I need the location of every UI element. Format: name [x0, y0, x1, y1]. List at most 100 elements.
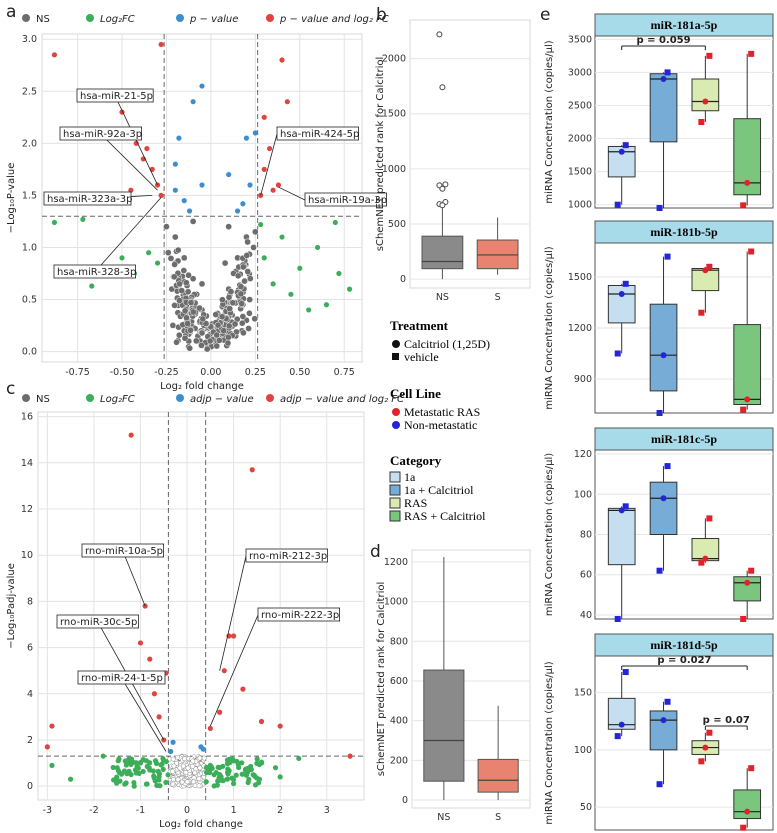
point-fc: [220, 764, 225, 769]
y-tick-label: 1200: [568, 323, 592, 334]
point-ns: [172, 234, 178, 240]
x-tick-label: 3: [324, 805, 330, 816]
point-fc: [231, 777, 236, 782]
legend-label: Metastatic RAS: [404, 405, 480, 419]
facet-title: miR-181a-5p: [651, 18, 718, 32]
data-point: [702, 556, 708, 562]
legend-swatch: [390, 485, 400, 495]
data-point: [623, 669, 629, 675]
data-point: [657, 205, 663, 211]
point-p: [187, 208, 192, 213]
data-point: [615, 733, 621, 739]
legend-marker-nonmetastatic: [392, 421, 400, 429]
point-fc: [225, 757, 230, 762]
point-both: [267, 146, 272, 151]
point-ns: [214, 332, 220, 338]
point-ns: [239, 300, 245, 306]
point-ns: [191, 780, 195, 784]
point-fc: [240, 772, 245, 777]
boxplot-d: 020040060080010001200NS SsChemNET predict…: [370, 540, 540, 833]
legend-label: 1a + Calcitriol: [404, 483, 474, 497]
point-ns: [225, 334, 231, 340]
legend-label: NS: [36, 394, 50, 405]
data-point: [661, 76, 667, 82]
x-tick-label: 0.00: [200, 367, 221, 378]
point-both: [138, 640, 143, 645]
point-ns: [225, 340, 231, 346]
point-ns: [198, 342, 204, 348]
point-ns: [175, 755, 179, 759]
data-point: [698, 119, 704, 125]
x-tick-label: 2: [277, 805, 283, 816]
point-ns: [181, 267, 187, 273]
x-tick-label: -1: [136, 805, 145, 816]
point-fc: [111, 765, 116, 770]
annotation-label: rno-miR-30c-5p: [60, 617, 137, 628]
data-point: [744, 580, 750, 586]
legend-label: vehicle: [404, 350, 439, 364]
y-tick-label: 16: [21, 412, 33, 423]
point-fc: [288, 292, 293, 297]
legend-label: Log₂FC: [100, 394, 135, 405]
x-tick-label: -3: [43, 805, 52, 816]
point-fc: [119, 255, 124, 260]
data-point: [706, 515, 712, 521]
point-ns: [235, 273, 241, 279]
box: [650, 482, 677, 534]
data-point: [702, 98, 708, 104]
point-fc: [124, 780, 129, 785]
point-fc: [101, 754, 106, 759]
point-ns: [252, 316, 258, 322]
point-ns: [183, 280, 189, 286]
data-point: [748, 568, 754, 574]
box: [734, 325, 761, 405]
point-ns: [171, 757, 175, 761]
point-ns: [240, 330, 246, 336]
point-ns: [232, 321, 238, 327]
point-p: [240, 201, 245, 206]
point-fc: [111, 777, 116, 782]
y-axis-label: sChemNET predicted rank for Calcitriol: [376, 582, 387, 776]
point-ns: [171, 782, 175, 786]
point-both: [152, 691, 157, 696]
y-tick-label: 10: [21, 550, 33, 561]
x-tick-label: -0.75: [65, 367, 90, 378]
point-fc: [131, 780, 136, 785]
point-ns: [202, 756, 206, 760]
data-point: [619, 291, 625, 297]
data-point: [661, 352, 667, 358]
x-tick-label: -0.50: [110, 367, 135, 378]
point-ns: [246, 310, 252, 316]
y-axis-label: miRNA Concentration (copies/µl): [544, 246, 555, 409]
legend-swatch: [390, 472, 400, 482]
annotation-label: rno-miR-212-3p: [249, 551, 327, 562]
x-tick-label: NS: [437, 812, 450, 823]
point-fc: [215, 783, 220, 788]
point-fc: [336, 271, 341, 276]
point-ns: [239, 320, 245, 326]
y-tick-label: 0: [402, 795, 408, 806]
point-ns: [181, 764, 185, 768]
legend-label: Log₂FC: [100, 14, 135, 25]
point-ns: [228, 289, 234, 295]
point-both: [279, 57, 284, 62]
annotation-label: hsa-miR-424-5p: [280, 129, 359, 140]
box: [650, 304, 677, 391]
y-tick-label: 60: [580, 570, 592, 581]
legend-swatch: [176, 14, 184, 22]
data-point: [665, 463, 671, 469]
legend-label: p − value: [189, 14, 238, 25]
point-fc: [204, 765, 209, 770]
point-fc: [347, 287, 352, 292]
legend-label: Calcitriol (1,25D): [404, 337, 490, 351]
point-ns: [173, 339, 179, 345]
point-ns: [168, 255, 174, 261]
annotation-label: rno-miR-222-3p: [261, 610, 339, 621]
point-both: [52, 52, 57, 57]
data-point: [744, 809, 750, 815]
y-tick-label: 0: [27, 781, 33, 792]
point-p: [176, 136, 181, 141]
y-axis-label: −Log₁₀Padj-value: [6, 563, 17, 649]
data-point: [740, 825, 746, 831]
data-point: [661, 495, 667, 501]
